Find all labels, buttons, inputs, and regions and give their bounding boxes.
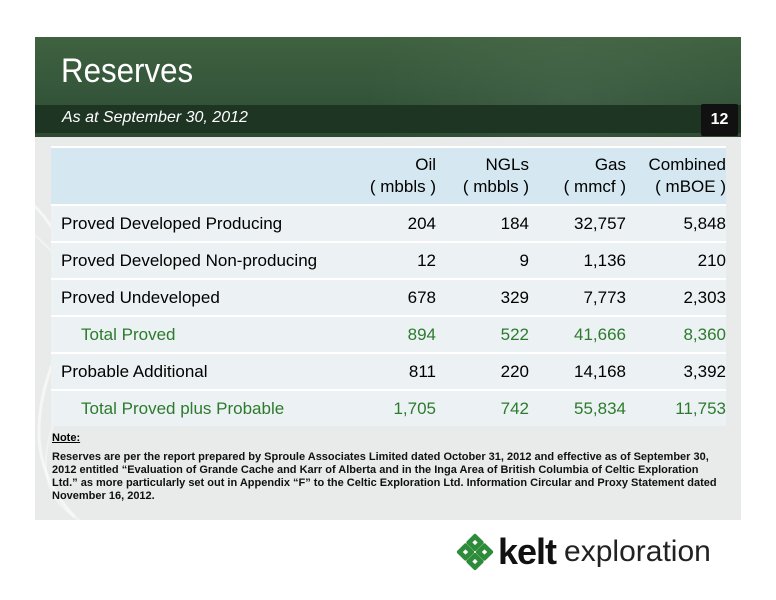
cell-gas: 41,666 — [529, 315, 626, 353]
cell-combined: 8,360 — [626, 315, 726, 353]
cell-oil: 204 — [343, 204, 436, 242]
column-header-oil: Oil( mbbls ) — [343, 146, 436, 205]
table-row: Proved Developed Non-producing 12 9 1,13… — [51, 241, 726, 279]
page-number-badge: 12 — [701, 104, 738, 136]
row-label: Probable Additional — [51, 352, 343, 390]
cell-oil: 1,705 — [343, 389, 436, 426]
cell-combined: 2,303 — [626, 278, 726, 316]
column-header-combined: Combined( mBOE ) — [626, 146, 726, 205]
cell-gas: 55,834 — [529, 389, 626, 426]
note-text: Reserves are per the report prepared by … — [52, 451, 717, 502]
cell-combined: 5,848 — [626, 204, 726, 242]
cell-oil: 12 — [343, 241, 436, 279]
table-row: Probable Additional 811 220 14,168 3,392 — [51, 352, 726, 390]
cell-oil: 894 — [343, 315, 436, 353]
cell-gas: 14,168 — [529, 352, 626, 390]
logo-brand-text: kelt — [498, 531, 557, 572]
cell-gas: 32,757 — [529, 204, 626, 242]
table-header-row: Oil( mbbls ) NGLs( mbbls ) Gas( mmcf ) C… — [51, 146, 726, 205]
cell-gas: 1,136 — [529, 241, 626, 279]
cell-combined: 11,753 — [626, 389, 726, 426]
row-label: Proved Developed Producing — [51, 204, 343, 242]
table-row: Proved Undeveloped 678 329 7,773 2,303 — [51, 278, 726, 316]
note-title: Note: — [52, 432, 81, 444]
cell-ngls: 220 — [436, 352, 529, 390]
cell-oil: 811 — [343, 352, 436, 390]
subtitle-band — [35, 105, 741, 133]
column-header-gas: Gas( mmcf ) — [529, 146, 626, 205]
table-row: Proved Developed Producing 204 184 32,75… — [51, 204, 726, 242]
reserves-table: Oil( mbbls ) NGLs( mbbls ) Gas( mmcf ) C… — [51, 146, 726, 426]
kelt-knot-icon — [456, 533, 494, 571]
cell-ngls: 184 — [436, 204, 529, 242]
row-label: Total Proved plus Probable — [51, 389, 343, 426]
header-empty-cell — [51, 146, 343, 205]
row-label: Proved Undeveloped — [51, 278, 343, 316]
column-header-ngls: NGLs( mbbls ) — [436, 146, 529, 205]
cell-ngls: 522 — [436, 315, 529, 353]
cell-gas: 7,773 — [529, 278, 626, 316]
row-label: Total Proved — [51, 315, 343, 353]
cell-oil: 678 — [343, 278, 436, 316]
kelt-logo: kelt exploration — [456, 528, 711, 576]
page-title: Reserves — [61, 52, 194, 90]
cell-ngls: 742 — [436, 389, 529, 426]
page-subtitle: As at September 30, 2012 — [62, 109, 248, 126]
row-label: Proved Developed Non-producing — [51, 241, 343, 279]
cell-combined: 3,392 — [626, 352, 726, 390]
cell-ngls: 9 — [436, 241, 529, 279]
cell-combined: 210 — [626, 241, 726, 279]
table-row-total: Total Proved plus Probable 1,705 742 55,… — [51, 389, 726, 426]
cell-ngls: 329 — [436, 278, 529, 316]
logo-suffix-text: exploration — [564, 535, 711, 568]
table-row-total: Total Proved 894 522 41,666 8,360 — [51, 315, 726, 353]
